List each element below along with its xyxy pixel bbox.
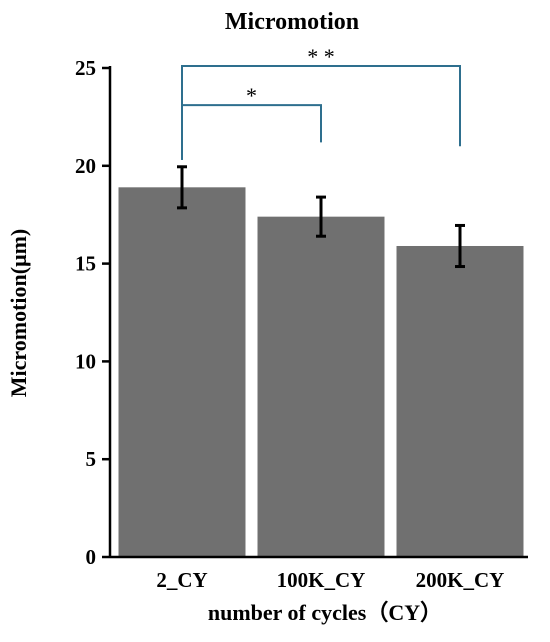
chart-title: Micromotion	[225, 9, 359, 35]
x-tick-label-100K_CY: 100K_CY	[277, 568, 366, 592]
chart-marks: 0 5 10 15 20 25 2_CY 100K_CY 200K_CY * * *	[75, 44, 528, 592]
y-axis-title: Micromotion(μm)	[6, 229, 31, 397]
significance-bracket-1	[181, 104, 322, 160]
x-tick-label-2_CY: 2_CY	[156, 568, 207, 592]
x-axis-title: number of cycles（CY）	[208, 600, 442, 625]
y-tick-label-15: 15	[75, 252, 96, 276]
y-tick-label-10: 10	[75, 349, 96, 373]
significance-label-1: *	[246, 83, 257, 108]
bar-200K_CY	[396, 245, 524, 557]
y-tick-label-5: 5	[86, 447, 97, 471]
bar-2_CY	[118, 187, 246, 558]
y-tick-label-20: 20	[75, 154, 96, 178]
y-tick-label-25: 25	[75, 56, 96, 80]
x-tick-label-200K_CY: 200K_CY	[416, 568, 505, 592]
significance-bracket-2	[181, 65, 461, 160]
bar-100K_CY	[257, 216, 385, 557]
y-tick-label-0: 0	[86, 545, 97, 569]
significance-label-2: * *	[307, 44, 335, 69]
